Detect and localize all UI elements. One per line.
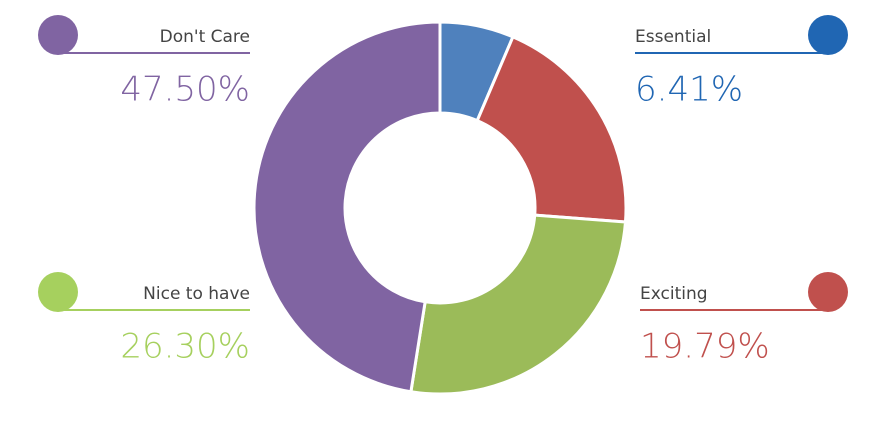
- slice: [409, 213, 628, 396]
- legend-dot: [808, 15, 848, 55]
- value-label: 6.41%: [635, 70, 743, 110]
- value-label: 47.50%: [120, 70, 250, 110]
- value-label: 26.30%: [120, 327, 250, 367]
- slice: [475, 34, 628, 224]
- legend-label: Nice to have: [143, 284, 250, 304]
- legend-dot: [808, 272, 848, 312]
- legend-dot: [38, 272, 78, 312]
- legend-dot: [38, 15, 78, 55]
- slice: [252, 20, 442, 394]
- legend-label: Exciting: [640, 284, 708, 304]
- legend-label: Don't Care: [160, 27, 250, 47]
- legend-label: Essential: [635, 27, 711, 47]
- value-label: 19.79%: [640, 327, 770, 367]
